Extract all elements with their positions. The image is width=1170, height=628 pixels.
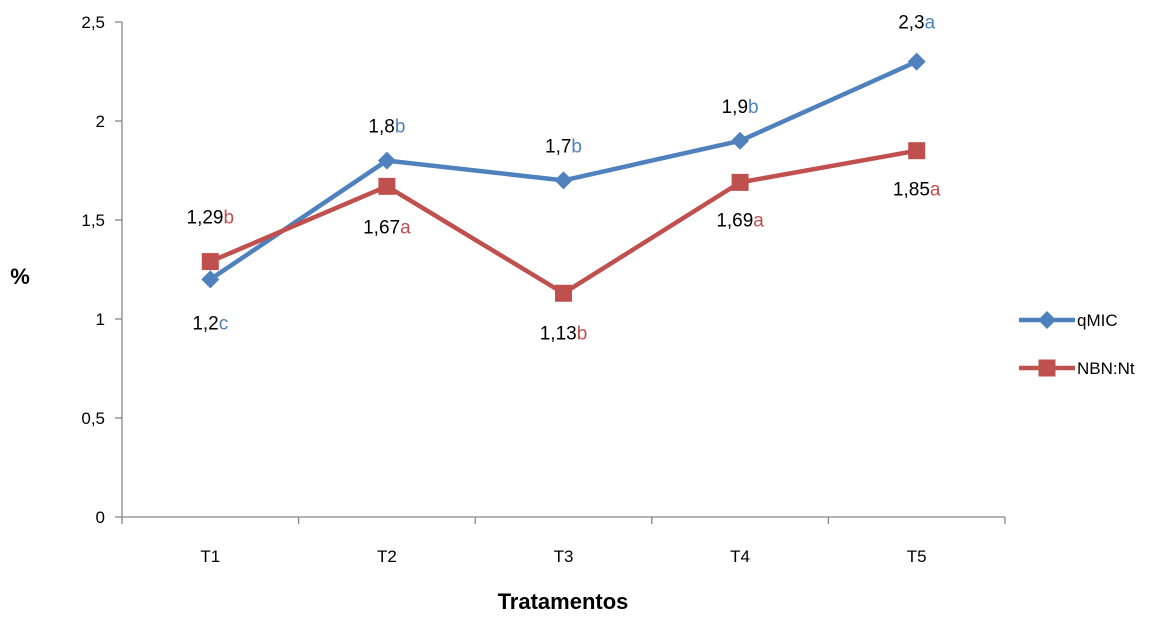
x-tick-label: T1: [200, 547, 220, 566]
legend-item-qmic: qMIC: [1019, 311, 1118, 330]
data-point-marker: [377, 151, 396, 170]
data-label-letter: b: [748, 97, 759, 118]
data-label: 1,69a: [716, 210, 764, 231]
y-ticks: 0 0,5 1 1,5 2 2,5: [81, 13, 122, 527]
data-label: 1,8b: [368, 117, 405, 138]
series-qmic: [201, 52, 926, 289]
x-tick-label: T3: [554, 547, 574, 566]
data-label-value: 1,85: [893, 180, 930, 201]
data-point-marker: [908, 142, 926, 160]
data-point-marker: [554, 171, 573, 190]
data-label-letter: b: [577, 323, 588, 344]
legend-label: NBN:Nt: [1077, 359, 1135, 378]
data-label-value: 1,2: [192, 313, 218, 334]
y-tick-label: 2,5: [81, 13, 105, 32]
data-point-marker: [731, 173, 749, 191]
x-ticks: T1 T2 T3 T4 T5: [121, 517, 1006, 566]
legend-item-nbn-nt: NBN:Nt: [1019, 359, 1135, 378]
y-tick-label: 1: [96, 310, 105, 329]
y-tick-label: 2: [96, 112, 105, 131]
data-point-marker: [907, 52, 926, 71]
series-nbn-nt: [201, 142, 926, 302]
data-label: 2,3a: [898, 13, 935, 34]
data-label-value: 2,3: [898, 13, 924, 34]
data-label-letter: c: [219, 313, 229, 334]
legend-label: qMIC: [1077, 311, 1118, 330]
legend-swatch-marker: [1038, 359, 1056, 377]
data-label-value: 1,69: [716, 210, 753, 231]
data-point-marker: [201, 253, 219, 271]
data-label-value: 1,67: [363, 217, 400, 238]
data-label-value: 1,8: [368, 117, 394, 138]
data-label-letter: a: [925, 13, 936, 34]
data-label-value: 1,13: [540, 323, 577, 344]
x-tick-label: T4: [730, 547, 750, 566]
data-point-marker: [555, 284, 572, 302]
y-tick-label: 1,5: [81, 211, 105, 230]
x-tick-label: T2: [377, 547, 397, 566]
series-layer: [201, 52, 926, 302]
data-label-value: 1,9: [722, 97, 748, 118]
data-label-letter: a: [930, 180, 941, 201]
legend: qMIC NBN:Nt: [1019, 311, 1135, 378]
data-label: 1,85a: [893, 180, 941, 201]
data-point-marker: [201, 270, 220, 289]
data-label: 1,67a: [363, 217, 411, 238]
data-label-letter: a: [753, 210, 764, 231]
y-tick-label: 0,5: [81, 409, 105, 428]
data-label-value: 1,7: [545, 136, 571, 157]
axes: [121, 22, 1005, 518]
y-axis-title: %: [10, 264, 30, 289]
data-label-value: 1,29: [187, 208, 224, 229]
data-label: 1,29b: [187, 208, 235, 229]
data-label-letter: b: [224, 208, 235, 229]
data-label: 1,2c: [192, 313, 228, 334]
data-label: 1,9b: [722, 97, 759, 118]
x-axis-title: Tratamentos: [498, 589, 629, 614]
x-tick-label: T5: [907, 547, 927, 566]
data-label: 1,13b: [540, 323, 588, 344]
y-tick-label: 0: [96, 508, 105, 527]
data-label: 1,7b: [545, 136, 582, 157]
data-point-marker: [731, 131, 750, 150]
data-label-letter: a: [400, 217, 411, 238]
data-label-letter: b: [395, 117, 406, 138]
legend-swatch-marker: [1038, 311, 1056, 329]
data-label-letter: b: [571, 136, 582, 157]
data-labels: 1,2c1,8b1,7b1,9b2,3a1,29b 1,67a1,13b1,69a…: [187, 13, 941, 345]
data-point-marker: [378, 177, 396, 195]
